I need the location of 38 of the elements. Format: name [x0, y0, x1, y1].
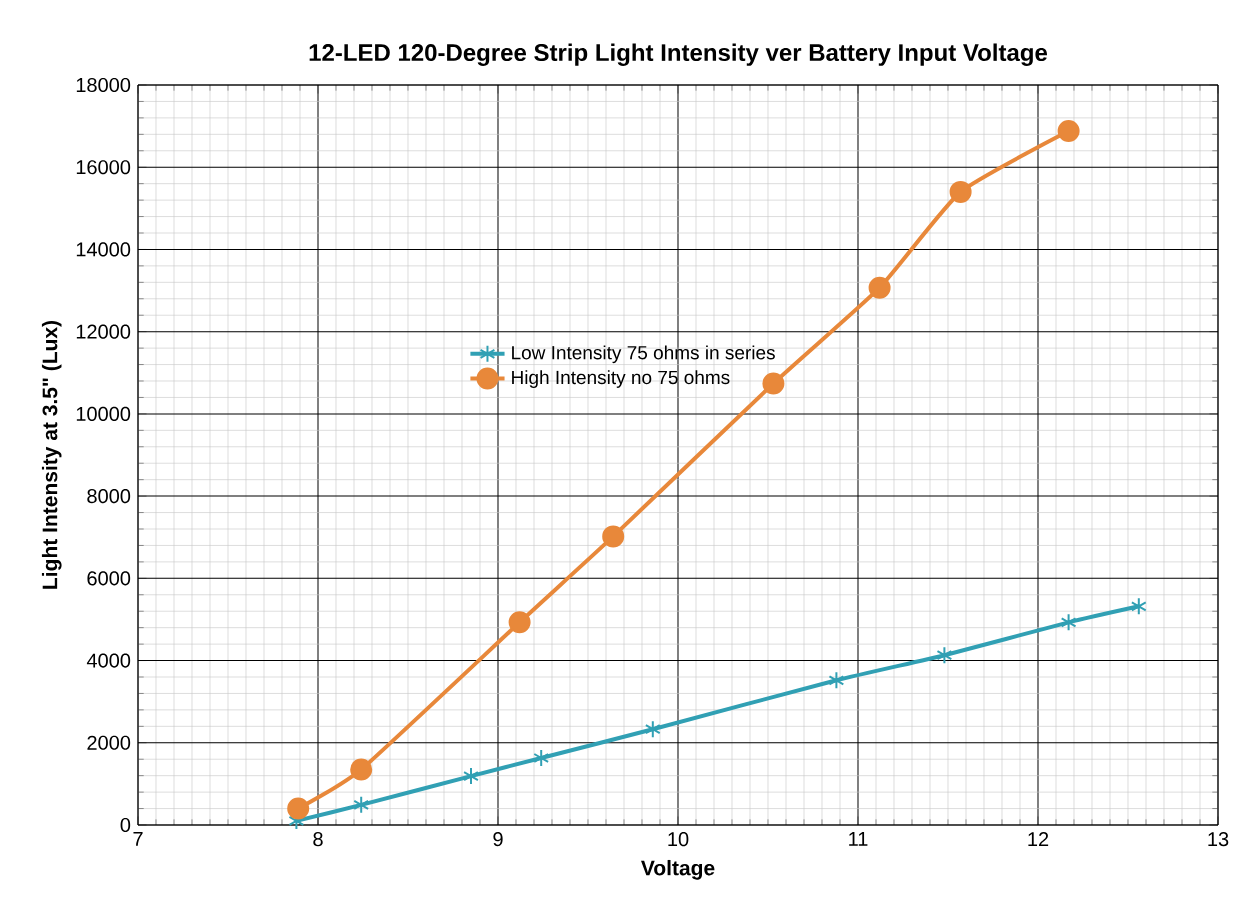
point: [868, 276, 891, 299]
x-tick-label: 13: [1208, 832, 1229, 847]
point: [287, 797, 310, 820]
y-tick-label: 10000: [76, 406, 131, 421]
point: [508, 611, 531, 634]
point: [1130, 597, 1147, 616]
y-tick-label: 4000: [86, 653, 131, 668]
x-tick-label: 10: [668, 832, 689, 847]
point: [1057, 120, 1080, 143]
y-tick-label: 18000: [76, 77, 131, 93]
y-tick-label: 8000: [87, 489, 131, 504]
point: [936, 646, 953, 665]
point: [350, 758, 373, 781]
y-tick-label: 12000: [76, 324, 131, 339]
x-tick-label: 8: [313, 832, 323, 847]
point: [602, 525, 625, 548]
legend-label: Low Intensity 75 ohms in series: [512, 345, 775, 364]
point: [949, 180, 972, 203]
point: [644, 720, 661, 739]
point: [353, 795, 370, 814]
y-tick-label: 14000: [76, 242, 131, 257]
y-tick-label: 2000: [87, 735, 131, 750]
y-axis-title: Light Intensity at 3.5" (Lux): [41, 320, 62, 589]
x-tick-label: 9: [493, 832, 503, 847]
point: [828, 671, 845, 690]
chart-title: 12-LED 120-Degree Strip Light Intensity ver Battery Input Voltage: [309, 43, 1048, 66]
x-tick-label: 7: [133, 832, 143, 846]
point: [762, 372, 785, 395]
x-tick-label: 12: [1028, 832, 1049, 847]
point: [533, 748, 550, 767]
y-tick-label: 0: [120, 817, 131, 833]
point: [1060, 613, 1077, 632]
y-tick-label: 16000: [76, 160, 131, 175]
x-tick-label: 11: [849, 832, 868, 846]
point: [463, 767, 479, 786]
y-tick-label: 6000: [87, 571, 131, 586]
x-axis-title: Voltage: [641, 859, 715, 880]
legend-label: High Intensity no 75 ohms: [512, 370, 730, 388]
